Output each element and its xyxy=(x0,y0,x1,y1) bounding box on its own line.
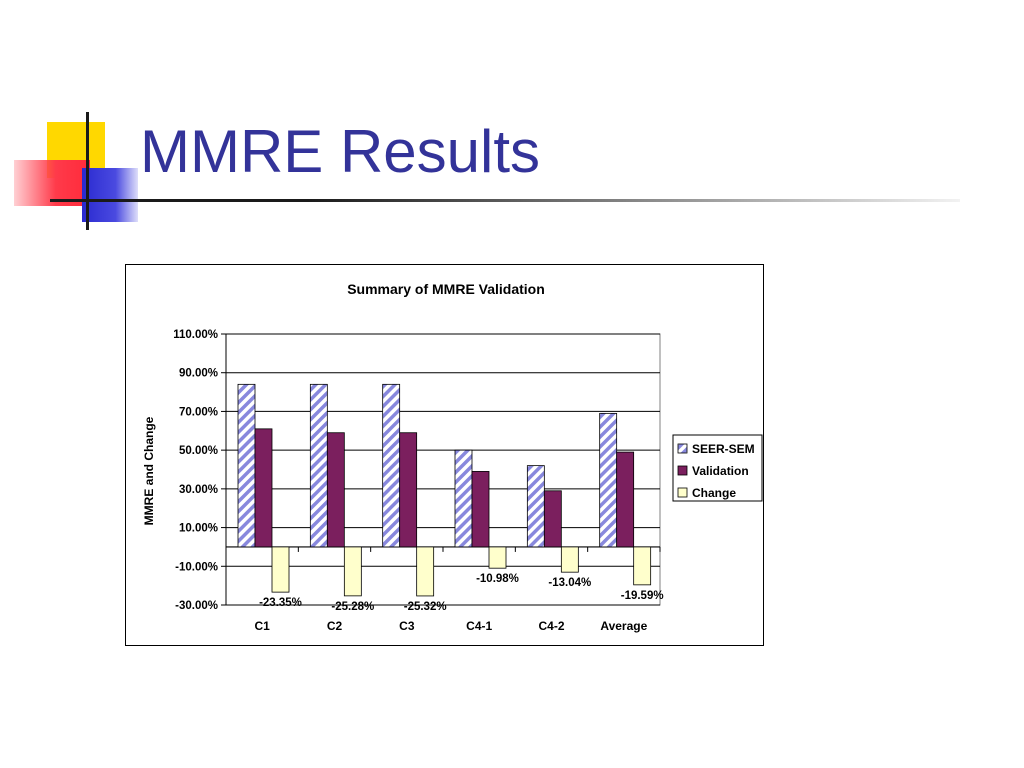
plot-area xyxy=(225,333,661,606)
y-tick-label: -10.00% xyxy=(175,561,218,573)
x-category-label: C2 xyxy=(327,619,343,633)
seer-sem-bar xyxy=(309,383,328,548)
y-axis-label: MMRE and Change xyxy=(142,416,156,525)
logo-red-square xyxy=(14,160,90,206)
legend-swatch-change xyxy=(677,487,688,498)
validation-bar xyxy=(543,490,562,548)
seer-sem-bar xyxy=(382,383,401,548)
y-tick-label: 50.00% xyxy=(179,445,218,457)
change-bar xyxy=(416,546,435,597)
seer-sem-bar xyxy=(599,412,618,548)
slide-logo xyxy=(0,0,140,240)
legend-label: SEER-SEM xyxy=(692,442,755,456)
legend-label: Validation xyxy=(692,464,749,478)
change-bar xyxy=(271,546,290,593)
y-tick-label: 70.00% xyxy=(179,406,218,418)
slide-title: MMRE Results xyxy=(140,118,541,185)
x-category-label: Average xyxy=(600,619,647,633)
x-category-label: C3 xyxy=(399,619,415,633)
legend-swatch-validation xyxy=(677,465,688,476)
change-bar xyxy=(633,546,652,586)
validation-bar xyxy=(254,428,273,548)
x-category-label: C4-1 xyxy=(466,619,492,633)
logo-vertical-line xyxy=(86,112,89,230)
y-tick-label: 90.00% xyxy=(179,368,218,380)
title-underline xyxy=(90,199,960,202)
change-data-label: -23.35% xyxy=(259,597,302,609)
y-tick-label: 30.00% xyxy=(179,484,218,496)
validation-bar xyxy=(399,432,418,548)
chart-title: Summary of MMRE Validation xyxy=(347,281,545,297)
x-category-label: C4-2 xyxy=(538,619,564,633)
change-data-label: -19.59% xyxy=(621,590,664,602)
seer-sem-bar xyxy=(526,465,545,548)
logo-blue-square xyxy=(82,168,138,222)
y-tick-label: 10.00% xyxy=(179,523,218,535)
change-data-label: -25.28% xyxy=(331,601,374,613)
legend-swatch-seer-sem xyxy=(677,443,688,454)
change-data-label: -13.04% xyxy=(548,577,591,589)
seer-sem-bar xyxy=(237,383,256,548)
chart-frame: Summary of MMRE Validation MMRE and Chan… xyxy=(125,264,764,646)
y-tick-label: -30.00% xyxy=(175,600,218,612)
validation-bar xyxy=(616,451,635,548)
y-tick-label: 110.00% xyxy=(173,329,218,341)
x-category-label: C1 xyxy=(254,619,270,633)
legend-label: Change xyxy=(692,486,736,500)
validation-bar xyxy=(326,432,345,548)
validation-bar xyxy=(471,471,490,548)
mmre-chart: Summary of MMRE Validation MMRE and Chan… xyxy=(142,281,763,633)
change-bar xyxy=(560,546,579,573)
change-bar xyxy=(488,546,507,569)
change-bar xyxy=(343,546,362,597)
change-data-label: -25.32% xyxy=(404,601,447,613)
seer-sem-bar xyxy=(454,449,473,548)
legend-box xyxy=(672,434,763,502)
change-data-label: -10.98% xyxy=(476,573,519,585)
